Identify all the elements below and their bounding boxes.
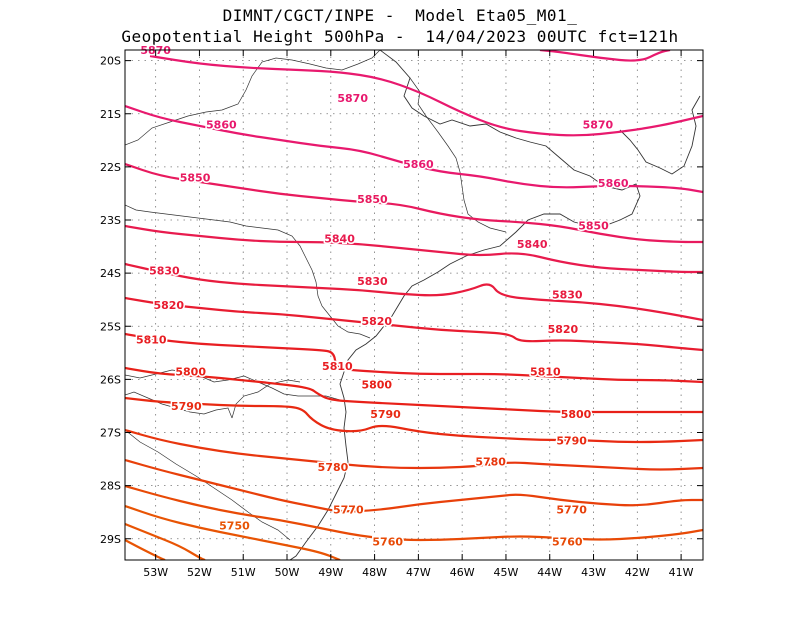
lat-tick-label: 20S — [100, 55, 121, 68]
contour-line-5830 — [125, 262, 703, 322]
contour-label: 5800 — [561, 408, 592, 421]
contour-line-5820 — [125, 296, 703, 352]
contour-label: 5770 — [556, 504, 587, 517]
contour-line-5860 — [125, 104, 703, 194]
contour-line-5750 — [125, 539, 166, 560]
contour-label: 5870 — [337, 92, 368, 105]
coastline — [289, 50, 701, 560]
title-line-2: Geopotential Height 500hPa - 14/04/2023 … — [121, 27, 679, 46]
contour-line-5850 — [125, 162, 703, 244]
contour-lines — [125, 50, 703, 560]
lon-tick-label: 46W — [450, 566, 475, 579]
lon-tick-label: 44W — [537, 566, 562, 579]
plot-frame — [124, 49, 704, 561]
contour-label: 5770 — [333, 504, 364, 517]
contour-label: 5830 — [552, 288, 583, 301]
contour-line-5760 — [125, 484, 703, 542]
contour-label: 5820 — [153, 299, 184, 312]
lon-tick-label: 53W — [143, 566, 168, 579]
axis-ticks: 20S 21S 22S 23S 24S 25S 26S 27S 28S 29S 53W 52W 51W 5… — [100, 50, 703, 579]
contour-label: 5860 — [206, 118, 237, 131]
contour-label: 5840 — [324, 233, 355, 246]
contour-line-5840 — [125, 224, 703, 274]
title-line-1: DIMNT/CGCT/INPE - Model Eta05_M01_ — [222, 6, 578, 25]
lon-tick-label: 48W — [362, 566, 387, 579]
contour-label: 5860 — [598, 177, 629, 190]
contour-label: 5850 — [578, 219, 609, 232]
contour-line-5750 — [125, 522, 206, 560]
contour-label: 5810 — [136, 334, 167, 347]
lon-tick-label: 45W — [494, 566, 519, 579]
contour-label: 5790 — [556, 434, 587, 447]
contour-label: 5810 — [322, 360, 353, 373]
lon-tick-label: 50W — [275, 566, 300, 579]
lat-tick-label: 27S — [100, 427, 121, 440]
state-borders — [125, 50, 507, 541]
contour-label: 5820 — [361, 315, 392, 328]
contour-line-5870 — [539, 50, 671, 62]
contour-line-5870 — [149, 54, 703, 137]
contour-label: 5760 — [552, 535, 583, 548]
contour-label: 5860 — [403, 158, 434, 171]
contour-line-5750 — [125, 504, 341, 560]
lon-tick-label: 43W — [581, 566, 606, 579]
lat-tick-label: 22S — [100, 161, 121, 174]
lon-tick-label: 51W — [231, 566, 256, 579]
contour-label: 5820 — [548, 323, 579, 336]
contour-label: 5810 — [530, 365, 561, 378]
contour-label: 5870 — [583, 118, 614, 131]
contour-label: 5830 — [149, 264, 180, 277]
contour-label: 5750 — [219, 519, 250, 532]
lat-tick-label: 29S — [100, 533, 121, 546]
contour-label: 5800 — [361, 379, 392, 392]
contour-label: 5780 — [475, 456, 506, 469]
contour-label: 5780 — [318, 461, 349, 474]
contour-label: 5840 — [517, 238, 548, 251]
contour-line-5810 — [125, 332, 703, 384]
contour-label: 5850 — [180, 172, 211, 185]
lon-tick-label: 41W — [669, 566, 694, 579]
contour-label: 5760 — [372, 535, 403, 548]
lat-tick-label: 28S — [100, 480, 121, 493]
lat-tick-label: 23S — [100, 214, 121, 227]
contour-line-5800 — [125, 366, 703, 414]
lat-tick-label: 21S — [100, 108, 121, 121]
contour-line-5770 — [125, 458, 703, 513]
contour-labels: 5870587058705860586058605850585058505840… — [134, 43, 630, 550]
lon-tick-label: 52W — [187, 566, 212, 579]
lat-tick-label: 26S — [100, 373, 121, 386]
contour-line-5790 — [125, 396, 703, 444]
contour-label: 5800 — [175, 365, 206, 378]
contour-label: 5790 — [370, 408, 401, 421]
lon-tick-label: 47W — [406, 566, 431, 579]
contour-label: 5830 — [357, 275, 388, 288]
lon-tick-label: 42W — [625, 566, 650, 579]
contour-label: 5850 — [357, 193, 388, 206]
graticule — [125, 50, 703, 560]
contour-label: 5790 — [171, 400, 202, 413]
lat-tick-label: 24S — [100, 267, 121, 280]
lon-tick-label: 49W — [318, 566, 343, 579]
lat-tick-label: 25S — [100, 320, 121, 333]
contour-line-5780 — [125, 428, 703, 471]
